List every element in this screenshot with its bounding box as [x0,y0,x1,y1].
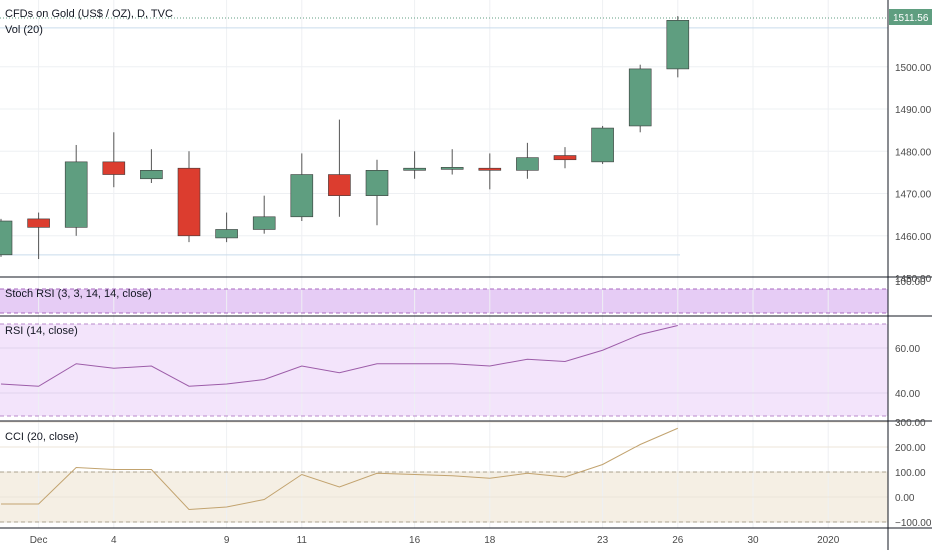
time-tick-label: 16 [409,535,421,546]
candle-body [591,127,614,163]
cci-title: CCI (20, close) [5,431,78,443]
candle-body [478,167,502,171]
rsi-tick-label: 40.00 [895,389,920,400]
indicator-series [0,325,678,511]
candle-body [252,216,276,230]
candle-body [365,170,389,196]
rsi-band [0,324,888,416]
candle-body [516,157,539,171]
time-tick-label: 18 [484,535,496,546]
price-tick-label: 1500.00 [895,63,932,74]
stoch-rsi-title: Stoch RSI (3, 3, 14, 14, close) [5,288,152,300]
candle-body [553,155,577,161]
symbol-title: CFDs on Gold (US$ / OZ), D, TVC [5,8,173,20]
price-tick-label: 1460.00 [895,232,932,243]
candle-body [140,170,163,180]
price-tick-label: 1490.00 [895,105,932,116]
candle-body [27,218,50,228]
price-tick-label: 1450.00 [895,274,932,285]
cci-tick-label: 100.00 [895,468,926,479]
cci-tick-label: −100.00 [895,518,932,529]
rsi-line [0,325,678,387]
candle-body [102,161,126,175]
candle-body [290,174,314,218]
time-tick-label: 23 [597,535,609,546]
axis-ticks: Dec 4 9 11 16 18 23 26 30 2020 1500.00 1490.00 1480.… [30,63,932,546]
candle-body [215,229,238,239]
time-tick-label: Dec [30,535,48,546]
candle-body [403,167,426,171]
rsi-title: RSI (14, close) [5,325,78,337]
cci-tick-label: 0.00 [895,493,915,504]
stoch-tick-label: 100.00 [895,277,926,288]
candles-series [0,16,690,260]
candle-body [328,174,351,196]
time-tick-label: 26 [672,535,684,546]
candle-body [0,220,13,256]
grid-lines [0,0,888,528]
candle-body [628,68,652,127]
stoch-band [0,289,888,313]
candle-body [440,167,464,170]
volume-label: Vol (20) [5,24,43,36]
time-tick-label: 2020 [817,535,840,546]
last-price-badge [889,9,932,25]
candle-body [64,161,88,228]
candle-body [177,167,201,237]
candle-body [666,20,690,70]
time-tick-label: 9 [224,535,230,546]
cci-tick-label: 300.00 [895,418,926,429]
time-tick-label: 4 [111,535,117,546]
rsi-tick-label: 60.00 [895,344,920,355]
last-price-label: 1511.56 [893,13,929,24]
cci-line [1,427,678,511]
price-tick-label: 1470.00 [895,190,932,201]
time-tick-label: 11 [297,535,308,546]
time-tick-label: 30 [747,535,759,546]
cci-tick-label: 200.00 [895,443,926,454]
price-tick-label: 1480.00 [895,147,932,158]
